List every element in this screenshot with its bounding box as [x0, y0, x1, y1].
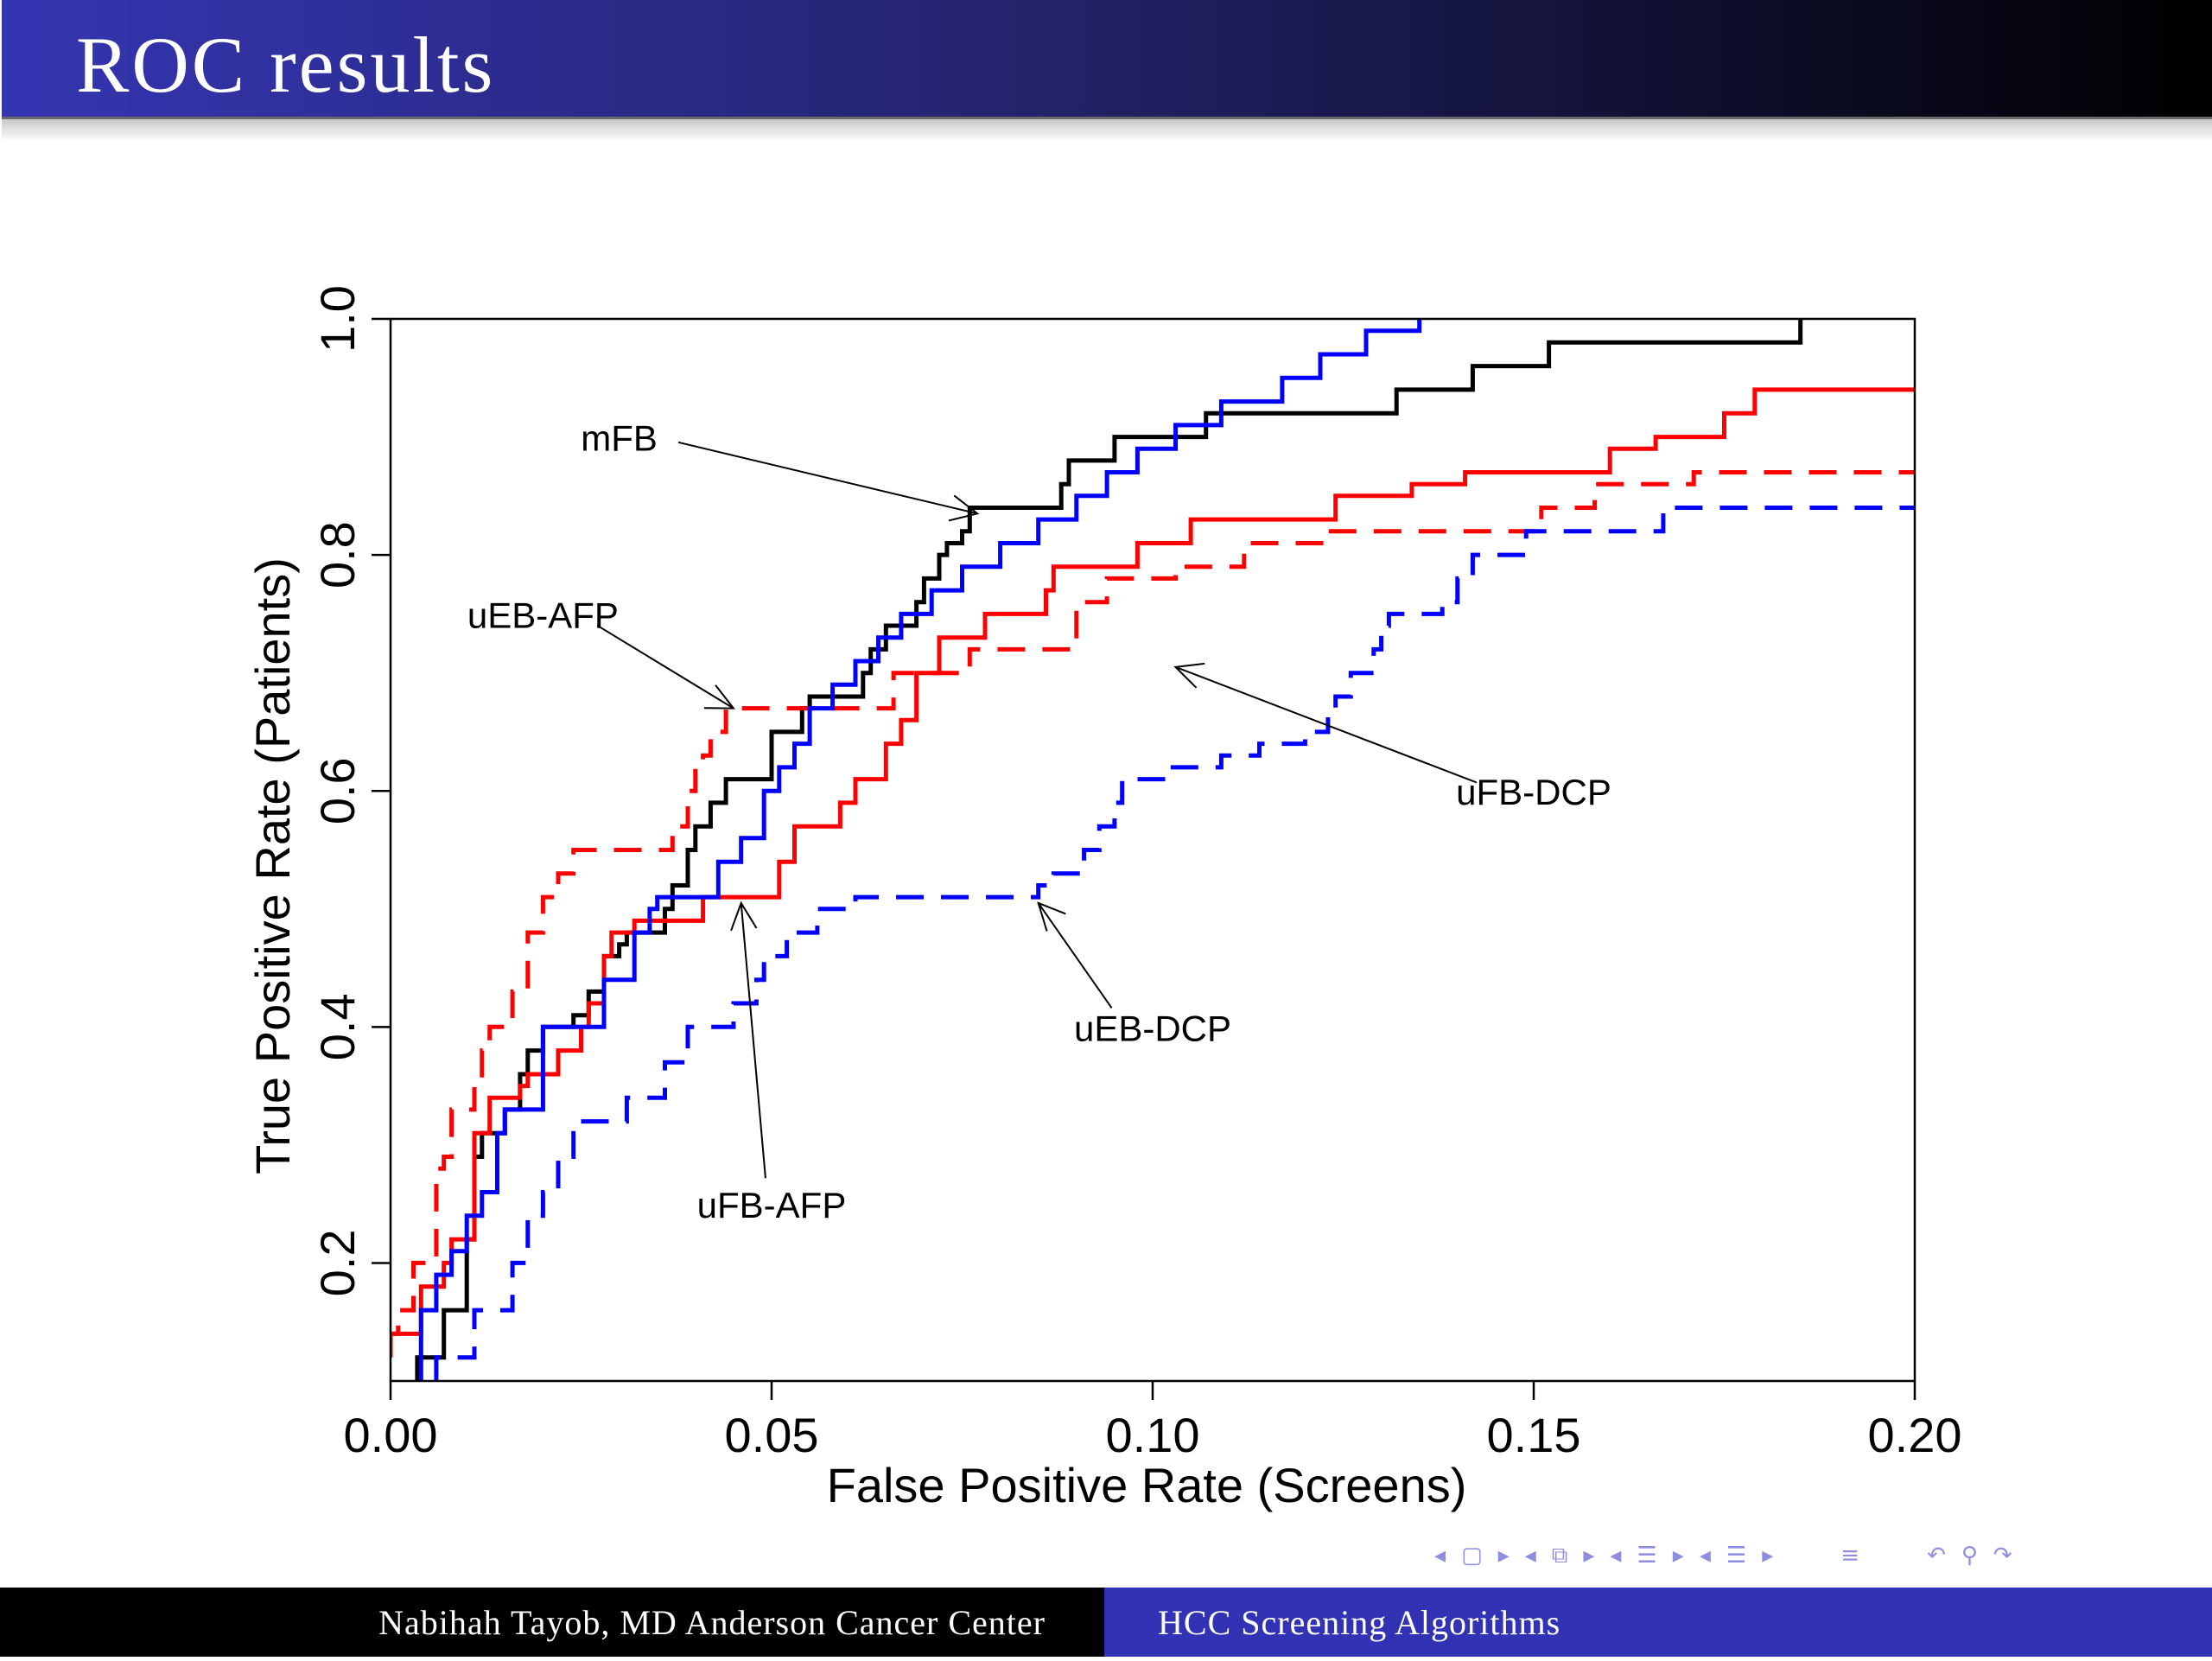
series-line-mfb — [415, 319, 1803, 1381]
annotation-arrowhead — [730, 901, 758, 932]
nav-left-arrow-icon[interactable]: ◂ — [1610, 1543, 1622, 1569]
series-line-ueb-afp — [391, 470, 1915, 1346]
annotation-arrow — [1175, 665, 1478, 784]
section-icon[interactable]: ☰ — [1637, 1543, 1657, 1569]
subsection-icon[interactable]: ⧉ — [1551, 1542, 1568, 1569]
series-layer — [391, 319, 1915, 1381]
x-tick-label: 0.00 — [344, 1408, 438, 1462]
y-tick-label: 0.8 — [310, 521, 365, 589]
x-tick-label: 0.05 — [725, 1408, 819, 1462]
y-tick-label: 0.2 — [310, 1230, 365, 1297]
annotation-arrowhead — [1173, 662, 1205, 689]
footer-author: Nabihah Tayob, MD Anderson Cancer Center — [0, 1588, 1104, 1657]
annotation-label: uFB-DCP — [1456, 772, 1611, 812]
footer: Nabihah Tayob, MD Anderson Cancer Center… — [0, 1588, 2212, 1657]
slide-title: ROC results — [76, 21, 496, 109]
series-line-ufb-dcp — [418, 319, 1422, 1381]
beamer-navigation: ◂ ▢ ▸ ◂ ⧉ ▸ ◂ ☰ ▸ ◂ ☰ ▸ ≡ ↶ ⚲ ↷ — [1434, 1540, 2195, 1571]
y-tick-label: 0.6 — [310, 757, 365, 824]
title-shadow — [2, 119, 2212, 142]
nav-right-arrow-icon[interactable]: ▸ — [1497, 1543, 1510, 1569]
annotation-arrow — [1037, 902, 1113, 1009]
footer-talk-title: HCC Screening Algorithms — [1104, 1588, 2212, 1657]
section-icon[interactable]: ☰ — [1726, 1543, 1747, 1569]
undo-icon[interactable]: ↶ — [1927, 1543, 1946, 1569]
annotation-arrow — [677, 441, 978, 515]
nav-right-arrow-icon[interactable]: ▸ — [1762, 1543, 1774, 1569]
annotation-label: uEB-DCP — [1074, 1008, 1231, 1048]
annotation-arrowhead — [1037, 901, 1066, 932]
annotation-arrow — [740, 902, 766, 1179]
nav-left-arrow-icon[interactable]: ◂ — [1524, 1543, 1536, 1569]
annotation-label: uEB-AFP — [467, 595, 619, 635]
x-axis-label: False Positive Rate (Screens) — [827, 1458, 1467, 1512]
y-tick-label: 0.4 — [310, 993, 365, 1060]
annotation-label: mFB — [581, 418, 658, 459]
align-icon[interactable]: ≡ — [1840, 1543, 1860, 1569]
x-tick-label: 0.10 — [1106, 1408, 1200, 1462]
title-bar: ROC results — [2, 0, 2212, 119]
annotation-layer: mFB uEB-AFP uFB-DCP uEB-DCP uFB-AFP — [467, 418, 1611, 1226]
annotation-arrow — [596, 624, 734, 710]
nav-left-arrow-icon[interactable]: ◂ — [1699, 1543, 1711, 1569]
annotation-arrowhead — [703, 684, 735, 710]
axes-layer: 0.00 0.05 0.10 0.15 0.20 0.2 0.4 0.6 0.8 1.0 — [310, 285, 1962, 1462]
roc-chart: 0.00 0.05 0.10 0.15 0.20 0.2 0.4 0.6 0.8 1.0 mFB u… — [245, 285, 1962, 1512]
x-tick-label: 0.15 — [1487, 1408, 1581, 1462]
nav-right-arrow-icon[interactable]: ▸ — [1583, 1543, 1595, 1569]
annotation-arrowhead — [948, 494, 980, 522]
nav-left-arrow-icon[interactable]: ◂ — [1434, 1543, 1446, 1569]
redo-icon[interactable]: ↷ — [1993, 1543, 2012, 1569]
annotation-label: uFB-AFP — [697, 1185, 847, 1225]
y-axis-label: True Positive Rate (Patients) — [245, 557, 300, 1174]
series-line-ueb-dcp — [434, 506, 1915, 1381]
series-line-ufb-afp — [391, 387, 1915, 1358]
frame-icon[interactable]: ▢ — [1461, 1543, 1483, 1569]
y-tick-label: 1.0 — [310, 285, 365, 353]
nav-right-arrow-icon[interactable]: ▸ — [1672, 1543, 1684, 1569]
search-icon[interactable]: ⚲ — [1961, 1543, 1978, 1569]
x-tick-label: 0.20 — [1868, 1408, 1962, 1462]
